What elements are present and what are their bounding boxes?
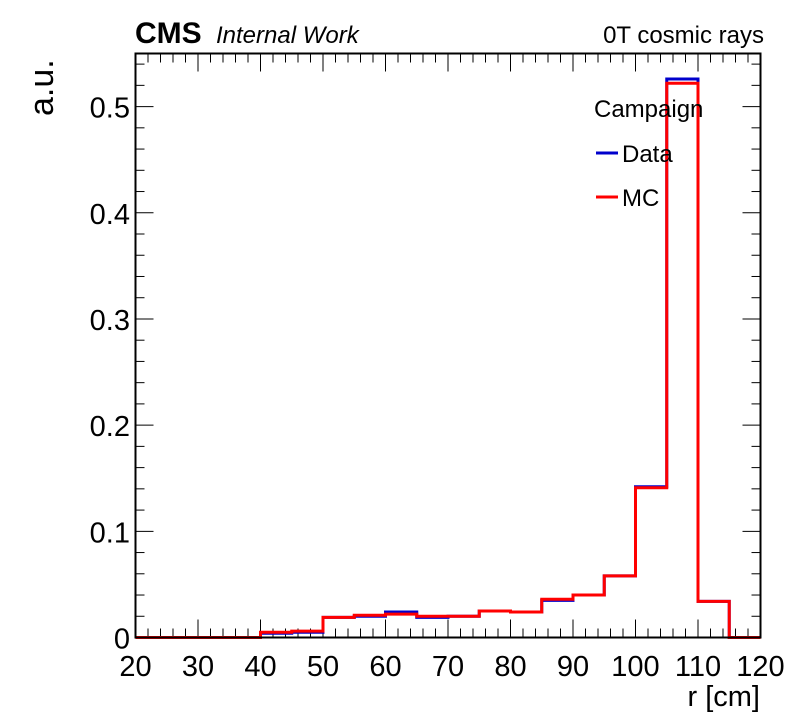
y-tick-label: 0 xyxy=(114,624,130,656)
x-tick-label: 80 xyxy=(494,651,526,683)
y-axis-label: a.u. xyxy=(23,59,61,116)
status-label: Internal Work xyxy=(216,22,361,49)
x-tick-label: 40 xyxy=(244,651,276,683)
x-tick-label: 100 xyxy=(611,651,659,683)
x-axis-label: r [cm] xyxy=(688,681,761,713)
x-tick-label: 50 xyxy=(307,651,339,683)
legend-label-mc: MC xyxy=(622,185,659,212)
plot-frame xyxy=(134,52,762,639)
legend-title: Campaign xyxy=(594,96,703,123)
x-tick-label: 70 xyxy=(432,651,464,683)
y-tick-label: 0.1 xyxy=(90,517,130,549)
series-mc-line xyxy=(135,81,761,639)
condition-label: 0T cosmic rays xyxy=(603,22,764,49)
y-tick-labels: 0 0.1 0.2 0.3 0.4 0.5 xyxy=(90,93,130,656)
experiment-label: CMS xyxy=(135,17,202,50)
y-tick-label: 0.3 xyxy=(90,305,130,337)
y-tick-label: 0.4 xyxy=(90,199,130,231)
y-tick-label: 0.2 xyxy=(90,411,130,443)
y-tick-label: 0.5 xyxy=(90,93,130,125)
x-tick-label: 90 xyxy=(557,651,589,683)
x-tick-label: 30 xyxy=(182,651,214,683)
x-tick-label: 110 xyxy=(675,651,721,683)
legend-label-data: Data xyxy=(622,141,673,168)
x-tick-labels: 20 30 40 50 60 70 80 90 100 110 120 xyxy=(119,651,784,683)
x-tick-label: 120 xyxy=(736,651,784,683)
x-tick-label: 20 xyxy=(119,651,151,683)
x-tick-label: 60 xyxy=(369,651,401,683)
series-lines xyxy=(135,77,761,639)
